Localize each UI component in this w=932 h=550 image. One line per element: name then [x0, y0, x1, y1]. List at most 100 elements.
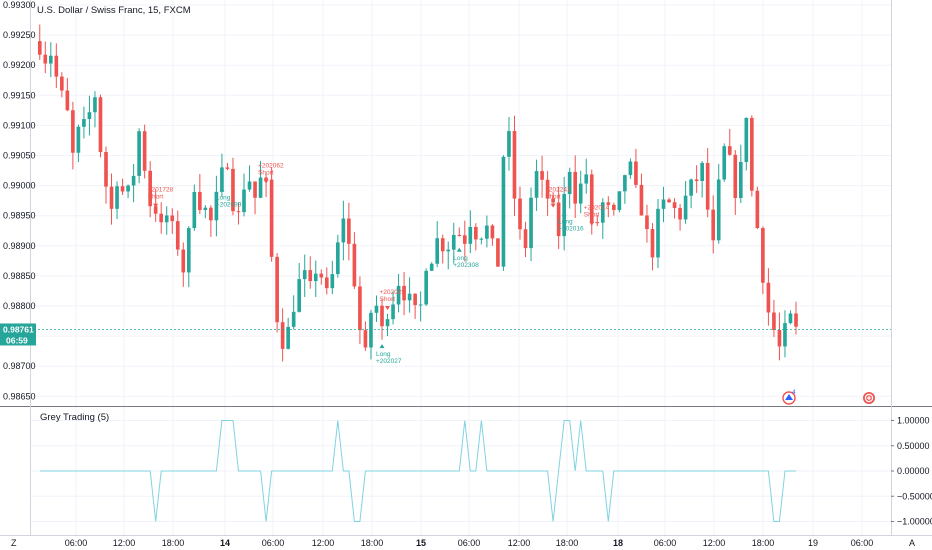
- candle-body: [71, 110, 75, 153]
- candle-body: [358, 286, 362, 331]
- price-tick-label: 0.98850: [3, 271, 36, 281]
- time-tick-label: 06:00: [65, 538, 88, 548]
- alert-flag-icon[interactable]: 4: [782, 389, 796, 405]
- candle-body: [247, 181, 252, 190]
- time-tick-label: 12:00: [508, 538, 531, 548]
- candle-body: [159, 213, 164, 223]
- candle-body: [656, 208, 660, 258]
- grid-lines: [30, 0, 891, 535]
- candle-body: [556, 202, 561, 237]
- candle-body: [220, 167, 224, 192]
- indicator-tick-label: 0.50000: [897, 441, 930, 451]
- indicator-axis[interactable]: 1.00000 0.50000 0.00000 −0.50000 −1.00000: [891, 416, 932, 527]
- candle-body: [545, 179, 550, 199]
- time-tick-label: 18: [613, 538, 623, 548]
- short-arrow-icon: [385, 306, 391, 311]
- candle-body: [490, 225, 495, 239]
- long-arrow-icon: [561, 211, 567, 216]
- candle-body: [501, 156, 506, 267]
- candle-body: [451, 234, 456, 250]
- auto-scale-toggle[interactable]: A: [909, 538, 915, 548]
- candle-body: [645, 215, 649, 230]
- long-arrow-icon: [456, 247, 462, 252]
- timezone-toggle[interactable]: Z: [11, 538, 17, 548]
- candle-body: [772, 312, 776, 330]
- candle-body: [722, 146, 727, 180]
- candle-body: [87, 112, 92, 120]
- price-tick-label: 0.99000: [3, 181, 36, 191]
- candle-body: [76, 126, 81, 153]
- price-tick-label: 0.98800: [3, 301, 36, 311]
- candle-body: [694, 179, 699, 181]
- candle-body: [418, 304, 423, 306]
- candle-body: [578, 183, 583, 204]
- time-tick-label: 06:00: [262, 538, 285, 548]
- candle-body: [137, 131, 141, 176]
- last-price-tag-bg: [0, 323, 36, 346]
- time-tick-label: 18:00: [752, 538, 775, 548]
- indicator-title[interactable]: Grey Trading (5): [40, 412, 109, 423]
- time-axis[interactable]: 06:00 12:00 18:00 14 06:00 12:00 18:00 15 06:00 1…: [65, 538, 874, 548]
- candle-body: [308, 270, 313, 282]
- candle-body: [777, 329, 782, 347]
- candle-body: [347, 218, 351, 244]
- candle-body: [738, 161, 743, 198]
- candle-body: [236, 211, 241, 213]
- candle-body: [716, 179, 721, 241]
- candle-body: [380, 305, 384, 327]
- candle-body: [766, 282, 771, 313]
- candle-body: [661, 199, 666, 209]
- candle-body: [391, 304, 395, 320]
- trade-marker-label: +202014: [584, 205, 610, 212]
- candle-body: [689, 179, 693, 196]
- candle-body: [385, 319, 390, 327]
- trade-marker-label: Short: [258, 170, 274, 177]
- candle-body: [479, 238, 484, 240]
- short-arrow-icon: [263, 179, 269, 184]
- candle-body: [744, 117, 749, 162]
- candle-body: [142, 131, 147, 171]
- candle-body: [755, 190, 760, 229]
- trade-marker-label: +201728: [148, 187, 174, 194]
- candle-body: [457, 234, 462, 236]
- trade-marker-label: Long: [216, 195, 231, 202]
- candle-body: [589, 174, 594, 223]
- price-tick-label: 0.99200: [3, 60, 36, 70]
- price-tick-label: 0.99300: [3, 0, 36, 10]
- candle-body: [573, 171, 578, 204]
- candle-body: [48, 55, 53, 64]
- indicator-tick-label: 1.00000: [897, 416, 930, 426]
- candle-body: [705, 162, 710, 210]
- candle-body: [258, 177, 263, 198]
- trade-marker-label: +202099: [216, 202, 242, 209]
- candle-body: [319, 273, 324, 278]
- candle-body: [727, 146, 732, 155]
- last-price-tag: 0.98761 06:59: [0, 323, 36, 346]
- candle-body: [198, 191, 202, 211]
- candle-body: [98, 97, 103, 153]
- candle-body: [369, 312, 373, 348]
- long-arrow-icon: [219, 187, 225, 192]
- trade-marker-label: +202241: [545, 187, 571, 194]
- chart-title[interactable]: U.S. Dollar / Swiss Franc, 15, FXCM: [37, 5, 191, 16]
- time-tick-label: 15: [416, 538, 426, 548]
- candlestick-series[interactable]: [37, 24, 798, 362]
- price-tick-label: 0.99250: [3, 30, 36, 40]
- add-alert-icon[interactable]: [863, 392, 875, 404]
- trade-marker-label: Long: [453, 255, 468, 262]
- candle-body: [595, 222, 600, 224]
- candle-body: [683, 195, 688, 220]
- candle-body: [131, 175, 136, 186]
- price-tick-label: 0.99150: [3, 90, 36, 100]
- candle-body: [374, 305, 379, 313]
- candle-body: [711, 209, 716, 241]
- candle-body: [518, 198, 522, 230]
- candle-body: [60, 76, 64, 91]
- candle-body: [286, 326, 290, 349]
- candle-body: [253, 181, 257, 198]
- time-tick-label: 12:00: [703, 538, 726, 548]
- indicator-series[interactable]: [39, 420, 796, 522]
- candle-body: [606, 202, 611, 205]
